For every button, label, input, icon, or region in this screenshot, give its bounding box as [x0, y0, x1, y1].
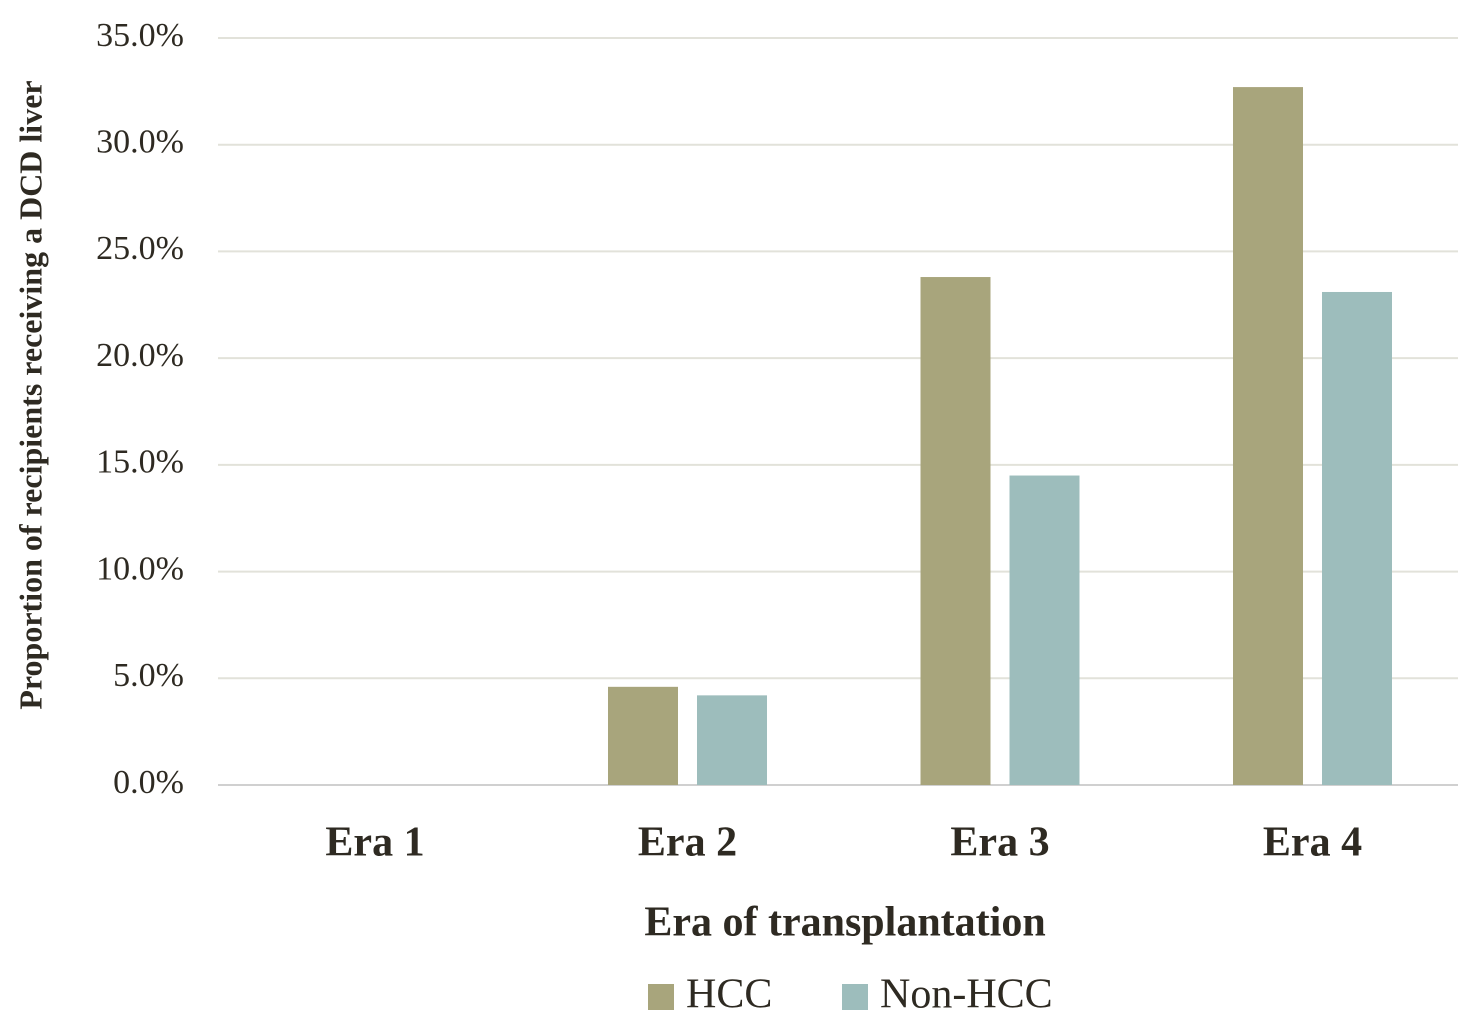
bar	[1233, 87, 1303, 786]
bar	[1009, 475, 1080, 785]
y-axis-title: Proportion of recipients receiving a DCD…	[12, 80, 48, 709]
legend-swatch	[842, 984, 868, 1010]
legend-label: HCC	[686, 972, 772, 1016]
legend-swatch	[648, 984, 674, 1010]
legend-label: Non-HCC	[880, 972, 1053, 1016]
y-tick-label: 15.0%	[96, 444, 184, 481]
bar	[1322, 291, 1392, 785]
x-tick-label: Era 2	[638, 820, 737, 866]
bar	[920, 277, 991, 785]
y-tick-label: 10.0%	[96, 550, 184, 587]
x-axis-title: Era of transplantation	[644, 900, 1045, 946]
bar	[608, 686, 678, 785]
bar	[697, 695, 767, 785]
x-tick-label: Era 3	[950, 820, 1049, 866]
x-tick-label: Era 1	[325, 820, 424, 866]
y-tick-label: 5.0%	[113, 657, 184, 694]
y-tick-label: 35.0%	[96, 17, 184, 54]
y-tick-label: 20.0%	[96, 337, 184, 374]
y-tick-label: 30.0%	[96, 124, 184, 161]
x-tick-label: Era 4	[1263, 820, 1362, 866]
y-tick-label: 25.0%	[96, 230, 184, 267]
y-tick-label: 0.0%	[113, 764, 184, 801]
